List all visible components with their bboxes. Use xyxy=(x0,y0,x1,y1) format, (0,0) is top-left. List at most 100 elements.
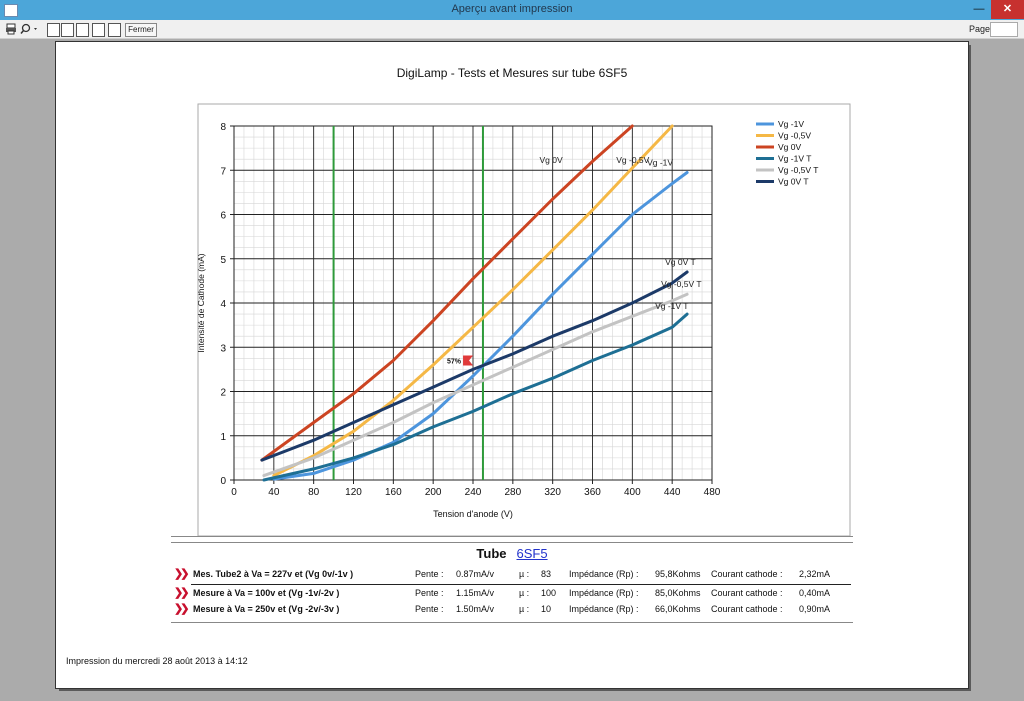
courant-value: 2,32mA xyxy=(799,569,831,579)
pente-value: 1.50mA/v xyxy=(456,604,495,614)
legend-entry: Vg 0V T xyxy=(778,177,809,187)
series-line xyxy=(262,292,689,478)
four-page-view-button[interactable] xyxy=(92,23,105,37)
print-timestamp: Impression du mercredi 28 août 2013 à 14… xyxy=(66,656,248,666)
series-end-label: Vg -0,5V T xyxy=(661,279,701,289)
chart-area-border xyxy=(197,103,851,537)
y-tick-label: 5 xyxy=(220,255,226,266)
panel-divider-top xyxy=(171,536,853,537)
courant-label: Courant cathode : xyxy=(711,569,783,579)
one-page-view-button[interactable] xyxy=(47,23,60,37)
series-end-label: Vg 0V T xyxy=(665,257,696,267)
marker-flag xyxy=(463,355,474,366)
x-tick-label: 440 xyxy=(664,487,681,498)
minimize-button[interactable]: — xyxy=(973,3,985,15)
y-tick-label: 0 xyxy=(220,476,226,487)
x-tick-label: 80 xyxy=(308,487,320,498)
pente-label: Pente : xyxy=(415,569,444,579)
page-number-input[interactable] xyxy=(990,22,1018,37)
pente-label: Pente : xyxy=(415,588,444,598)
pente-value: 1.15mA/v xyxy=(456,588,495,598)
two-page-view-button[interactable] xyxy=(61,23,74,37)
tube-link[interactable]: 6SF5 xyxy=(516,546,548,561)
impedance-label: Impédance (Rp) : xyxy=(569,604,639,614)
mu-label: µ : xyxy=(519,604,530,614)
marker-label: 57% xyxy=(447,359,462,366)
y-tick-label: 7 xyxy=(220,166,226,177)
panel-divider-bottom xyxy=(171,622,853,623)
mu-value: 83 xyxy=(541,569,552,579)
six-page-view-button[interactable] xyxy=(108,23,121,37)
y-tick-label: 3 xyxy=(220,343,226,354)
tube-label: Tube xyxy=(476,546,507,561)
courant-label: Courant cathode : xyxy=(711,588,783,598)
pente-value: 0.87mA/v xyxy=(456,569,495,579)
magnifier-icon[interactable] xyxy=(20,23,40,35)
pente-label: Pente : xyxy=(415,604,444,614)
legend-entry: Vg -0,5V xyxy=(778,131,811,141)
series-line xyxy=(260,124,634,462)
row-divider xyxy=(191,584,851,585)
double-arrow-icon: ❯❯ xyxy=(174,587,190,599)
y-tick-label: 1 xyxy=(220,432,226,443)
courant-label: Courant cathode : xyxy=(711,604,783,614)
legend-entry: Vg -1V T xyxy=(778,154,811,164)
series-end-label: Vg 0V xyxy=(540,155,563,165)
impedance-value: 66,0Kohms xyxy=(655,604,701,614)
x-tick-label: 280 xyxy=(504,487,521,498)
impedance-value: 85,0Kohms xyxy=(655,588,701,598)
measure-row: ❯❯ Mesure à Va = 250v et (Vg -2v/-3v ) P… xyxy=(171,603,853,617)
x-tick-label: 0 xyxy=(231,487,237,498)
y-axis-title: Intensité de Cathode (mA) xyxy=(196,253,206,352)
preview-area[interactable]: DigiLamp - Tests et Mesures sur tube 6SF… xyxy=(0,39,1024,701)
measure-label: Mesure à Va = 100v et (Vg -1v/-2v ) xyxy=(193,588,340,598)
y-tick-label: 4 xyxy=(220,299,226,310)
plot-border xyxy=(233,125,713,481)
legend-entry: Vg 0V xyxy=(778,142,801,152)
impedance-label: Impédance (Rp) : xyxy=(569,569,639,579)
x-tick-label: 40 xyxy=(268,487,280,498)
tube-info-title: Tube 6SF5 xyxy=(56,546,968,561)
x-tick-label: 240 xyxy=(465,487,482,498)
close-button[interactable]: ✕ xyxy=(991,0,1024,19)
courant-value: 0,40mA xyxy=(799,588,831,598)
legend-entry: Vg -0,5V T xyxy=(778,165,818,175)
printer-icon[interactable] xyxy=(5,23,17,35)
series-line xyxy=(272,124,674,478)
preview-page: DigiLamp - Tests et Mesures sur tube 6SF… xyxy=(55,41,969,689)
series-end-label: Vg -1V xyxy=(647,157,673,167)
x-tick-label: 120 xyxy=(345,487,362,498)
fermer-button[interactable]: Fermer xyxy=(125,23,157,37)
series-end-label: Vg -1V T xyxy=(655,301,688,311)
panel-divider xyxy=(171,542,853,543)
mu-value: 100 xyxy=(541,588,557,598)
double-arrow-icon: ❯❯ xyxy=(174,568,190,580)
tube-curve-chart: 0 40 80 120 160 200 240 280 320 360 400 440 480 0 1 2 3 4… xyxy=(196,103,851,537)
series-end-label: Vg -0,5V xyxy=(616,155,649,165)
x-tick-label: 320 xyxy=(544,487,561,498)
toolbar: Fermer Page xyxy=(0,20,1024,39)
x-tick-label: 360 xyxy=(584,487,601,498)
title-bar: Aperçu avant impression — ✕ xyxy=(0,0,1024,20)
impedance-value: 95,8Kohms xyxy=(655,569,701,579)
measure-row: ❯❯ Mesure à Va = 100v et (Vg -1v/-2v ) P… xyxy=(171,587,853,601)
window-title: Aperçu avant impression xyxy=(451,3,573,15)
x-tick-label: 400 xyxy=(624,487,641,498)
measure-label: Mesure à Va = 250v et (Vg -2v/-3v ) xyxy=(193,604,340,614)
measure-label: Mes. Tube2 à Va = 227v et (Vg 0v/-1v ) xyxy=(193,569,354,579)
series-line xyxy=(260,270,689,462)
x-tick-label: 480 xyxy=(704,487,721,498)
mu-value: 10 xyxy=(541,604,552,614)
mu-label: µ : xyxy=(519,569,530,579)
x-tick-label: 200 xyxy=(425,487,442,498)
courant-value: 0,90mA xyxy=(799,604,831,614)
three-page-view-button[interactable] xyxy=(76,23,89,37)
y-tick-label: 6 xyxy=(220,211,226,222)
mu-label: µ : xyxy=(519,588,530,598)
impedance-label: Impédance (Rp) : xyxy=(569,588,639,598)
measure-row: ❯❯ Mes. Tube2 à Va = 227v et (Vg 0v/-1v … xyxy=(171,568,853,582)
double-arrow-icon: ❯❯ xyxy=(174,603,190,615)
legend-entry: Vg -1V xyxy=(778,119,804,129)
series-line xyxy=(272,171,689,481)
page-label: Page xyxy=(969,24,991,34)
